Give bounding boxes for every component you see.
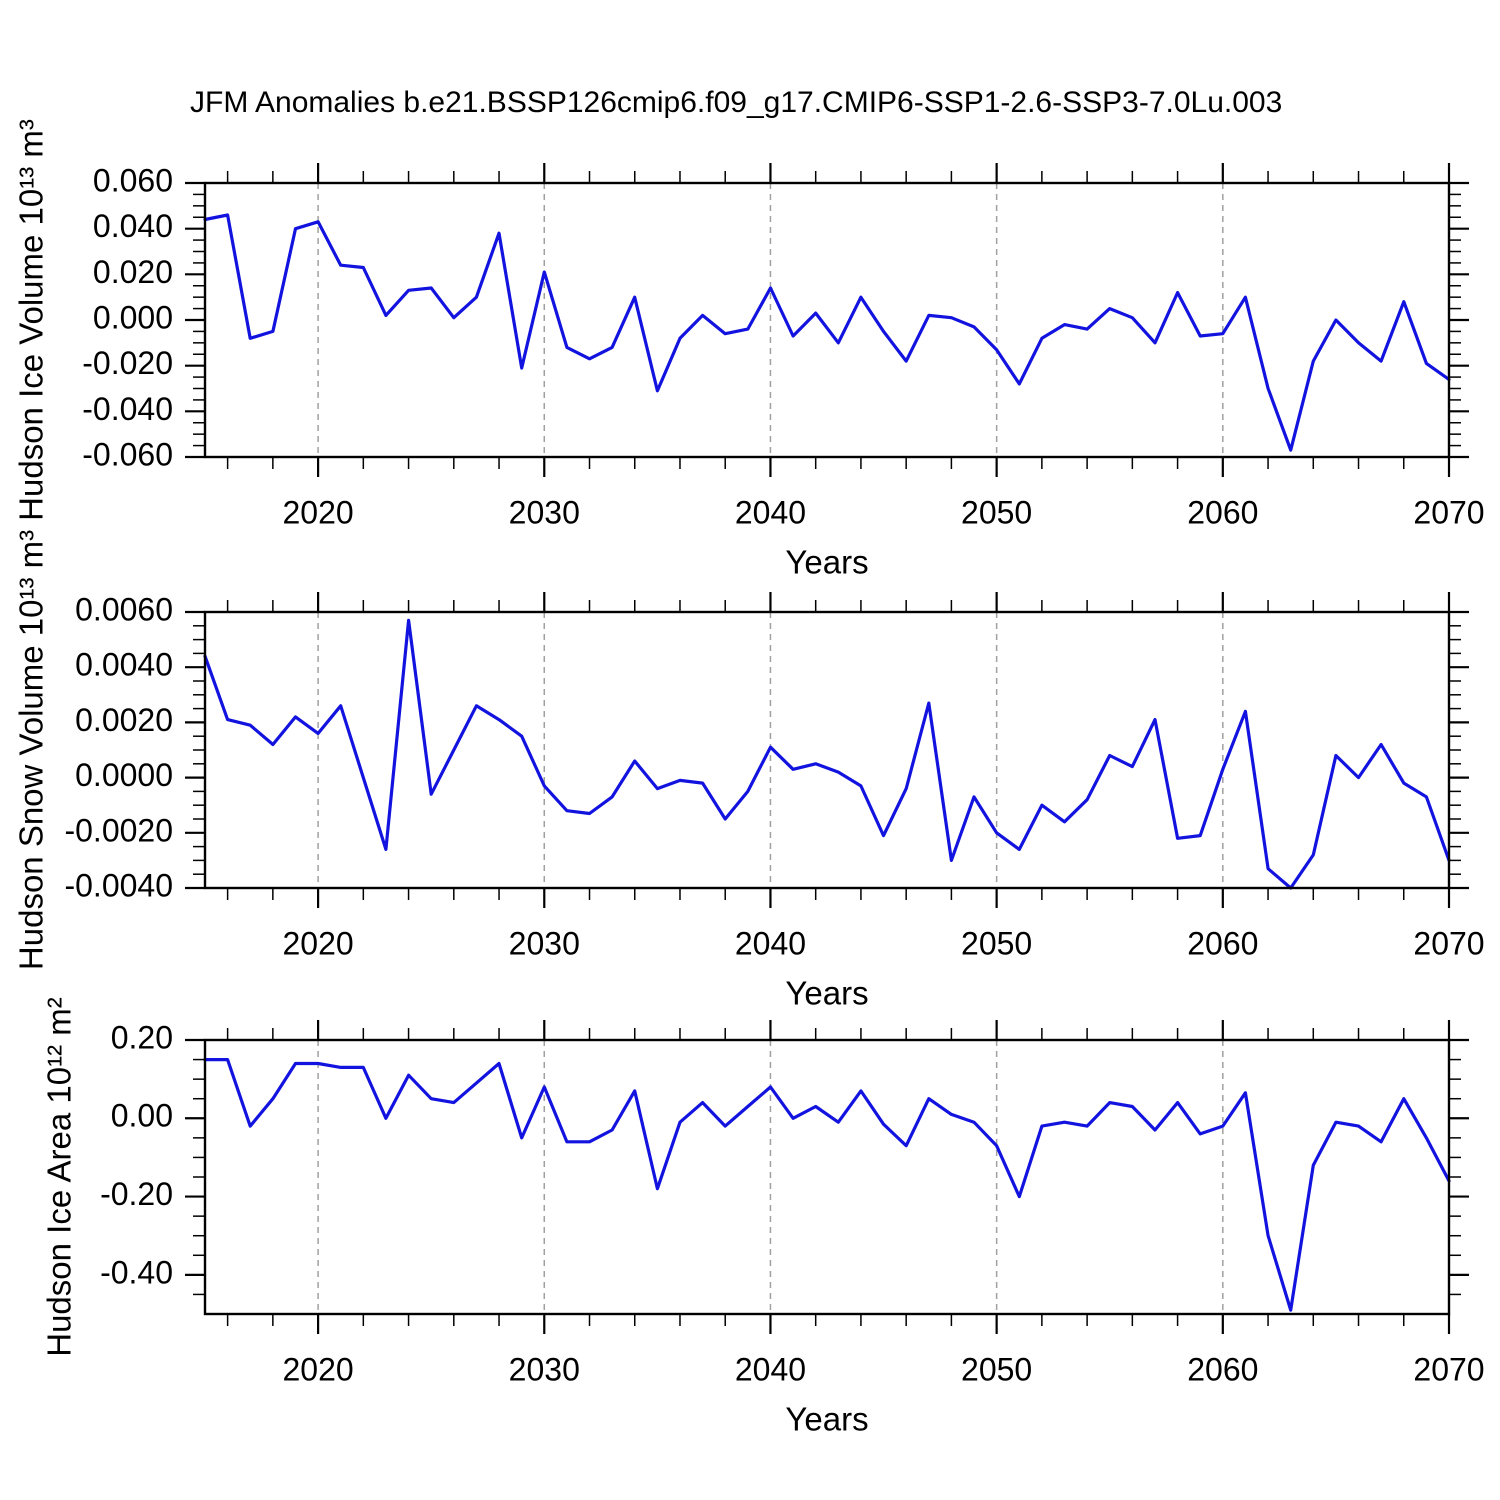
y-tick-label: 0.0000 <box>75 757 173 793</box>
y-tick-label: 0.000 <box>93 299 173 335</box>
y-tick-label: 0.00 <box>111 1098 173 1134</box>
x-axis-title: Years <box>785 975 868 1012</box>
y-tick-label: 0.040 <box>93 208 173 244</box>
x-tick-label: 2020 <box>282 1351 353 1387</box>
y-tick-label: -0.040 <box>82 391 173 427</box>
x-tick-label: 2060 <box>1187 494 1258 530</box>
y-tick-label: -0.0040 <box>64 867 173 903</box>
x-tick-label: 2030 <box>509 1351 580 1387</box>
x-tick-label: 2030 <box>509 925 580 961</box>
x-tick-label: 2020 <box>282 494 353 530</box>
x-tick-label: 2020 <box>282 925 353 961</box>
panel-hudson-snow-volume: 2020 2030 2040 2050 2060 2070 0.0060 0.0040 0.00… <box>13 530 1485 1012</box>
hudson-ice-volume-series-line <box>203 213 1451 452</box>
y-tick-label: 0.0040 <box>75 647 173 683</box>
y-axis-title: Hudson Ice Area 10¹² m² <box>41 997 78 1357</box>
x-tick-label: 2040 <box>735 1351 806 1387</box>
plot-box <box>203 181 1451 459</box>
x-axis-title: Years <box>785 544 868 581</box>
hudson-ice-area-series-line <box>203 1057 1451 1312</box>
y-tick-label: -0.20 <box>100 1176 173 1212</box>
y-tick-label: 0.0020 <box>75 702 173 738</box>
x-tick-label: 2070 <box>1413 1351 1484 1387</box>
x-tick-label: 2050 <box>961 1351 1032 1387</box>
panel-hudson-ice-volume: 2020 2030 2040 2050 2060 2070 0.060 0.040 0.020 0… <box>13 119 1485 581</box>
y-tick-label: 0.0060 <box>75 591 173 627</box>
x-tick-label: 2040 <box>735 494 806 530</box>
plot-box <box>203 1038 1451 1316</box>
x-tick-label: 2060 <box>1187 925 1258 961</box>
panel-hudson-ice-area: 2020 2030 2040 2050 2060 2070 0.20 0.00 -0.20 -0.… <box>41 997 1485 1437</box>
y-tick-label: -0.020 <box>82 345 173 381</box>
x-tick-label: 2050 <box>961 494 1032 530</box>
y-tick-label: -0.40 <box>100 1254 173 1290</box>
y-tick-label: -0.060 <box>82 436 173 472</box>
y-tick-label: 0.20 <box>111 1019 173 1055</box>
y-tick-label: 0.020 <box>93 254 173 290</box>
x-tick-label: 2070 <box>1413 925 1484 961</box>
x-tick-label: 2030 <box>509 494 580 530</box>
plot-box <box>203 610 1451 890</box>
y-axis-title: Hudson Ice Volume 10¹³ m³ <box>13 119 50 521</box>
x-axis-title: Years <box>785 1401 868 1438</box>
x-tick-label: 2060 <box>1187 1351 1258 1387</box>
hudson-snow-volume-series-line <box>203 618 1451 890</box>
x-tick-label: 2050 <box>961 925 1032 961</box>
y-tick-label: -0.0020 <box>64 812 173 848</box>
y-axis-title: Hudson Snow Volume 10¹³ m³ <box>13 530 50 970</box>
y-tick-label: 0.060 <box>93 162 173 198</box>
x-tick-label: 2040 <box>735 925 806 961</box>
figure-title: JFM Anomalies b.e21.BSSP126cmip6.f09_g17… <box>190 86 1283 119</box>
x-tick-label: 2070 <box>1413 494 1484 530</box>
